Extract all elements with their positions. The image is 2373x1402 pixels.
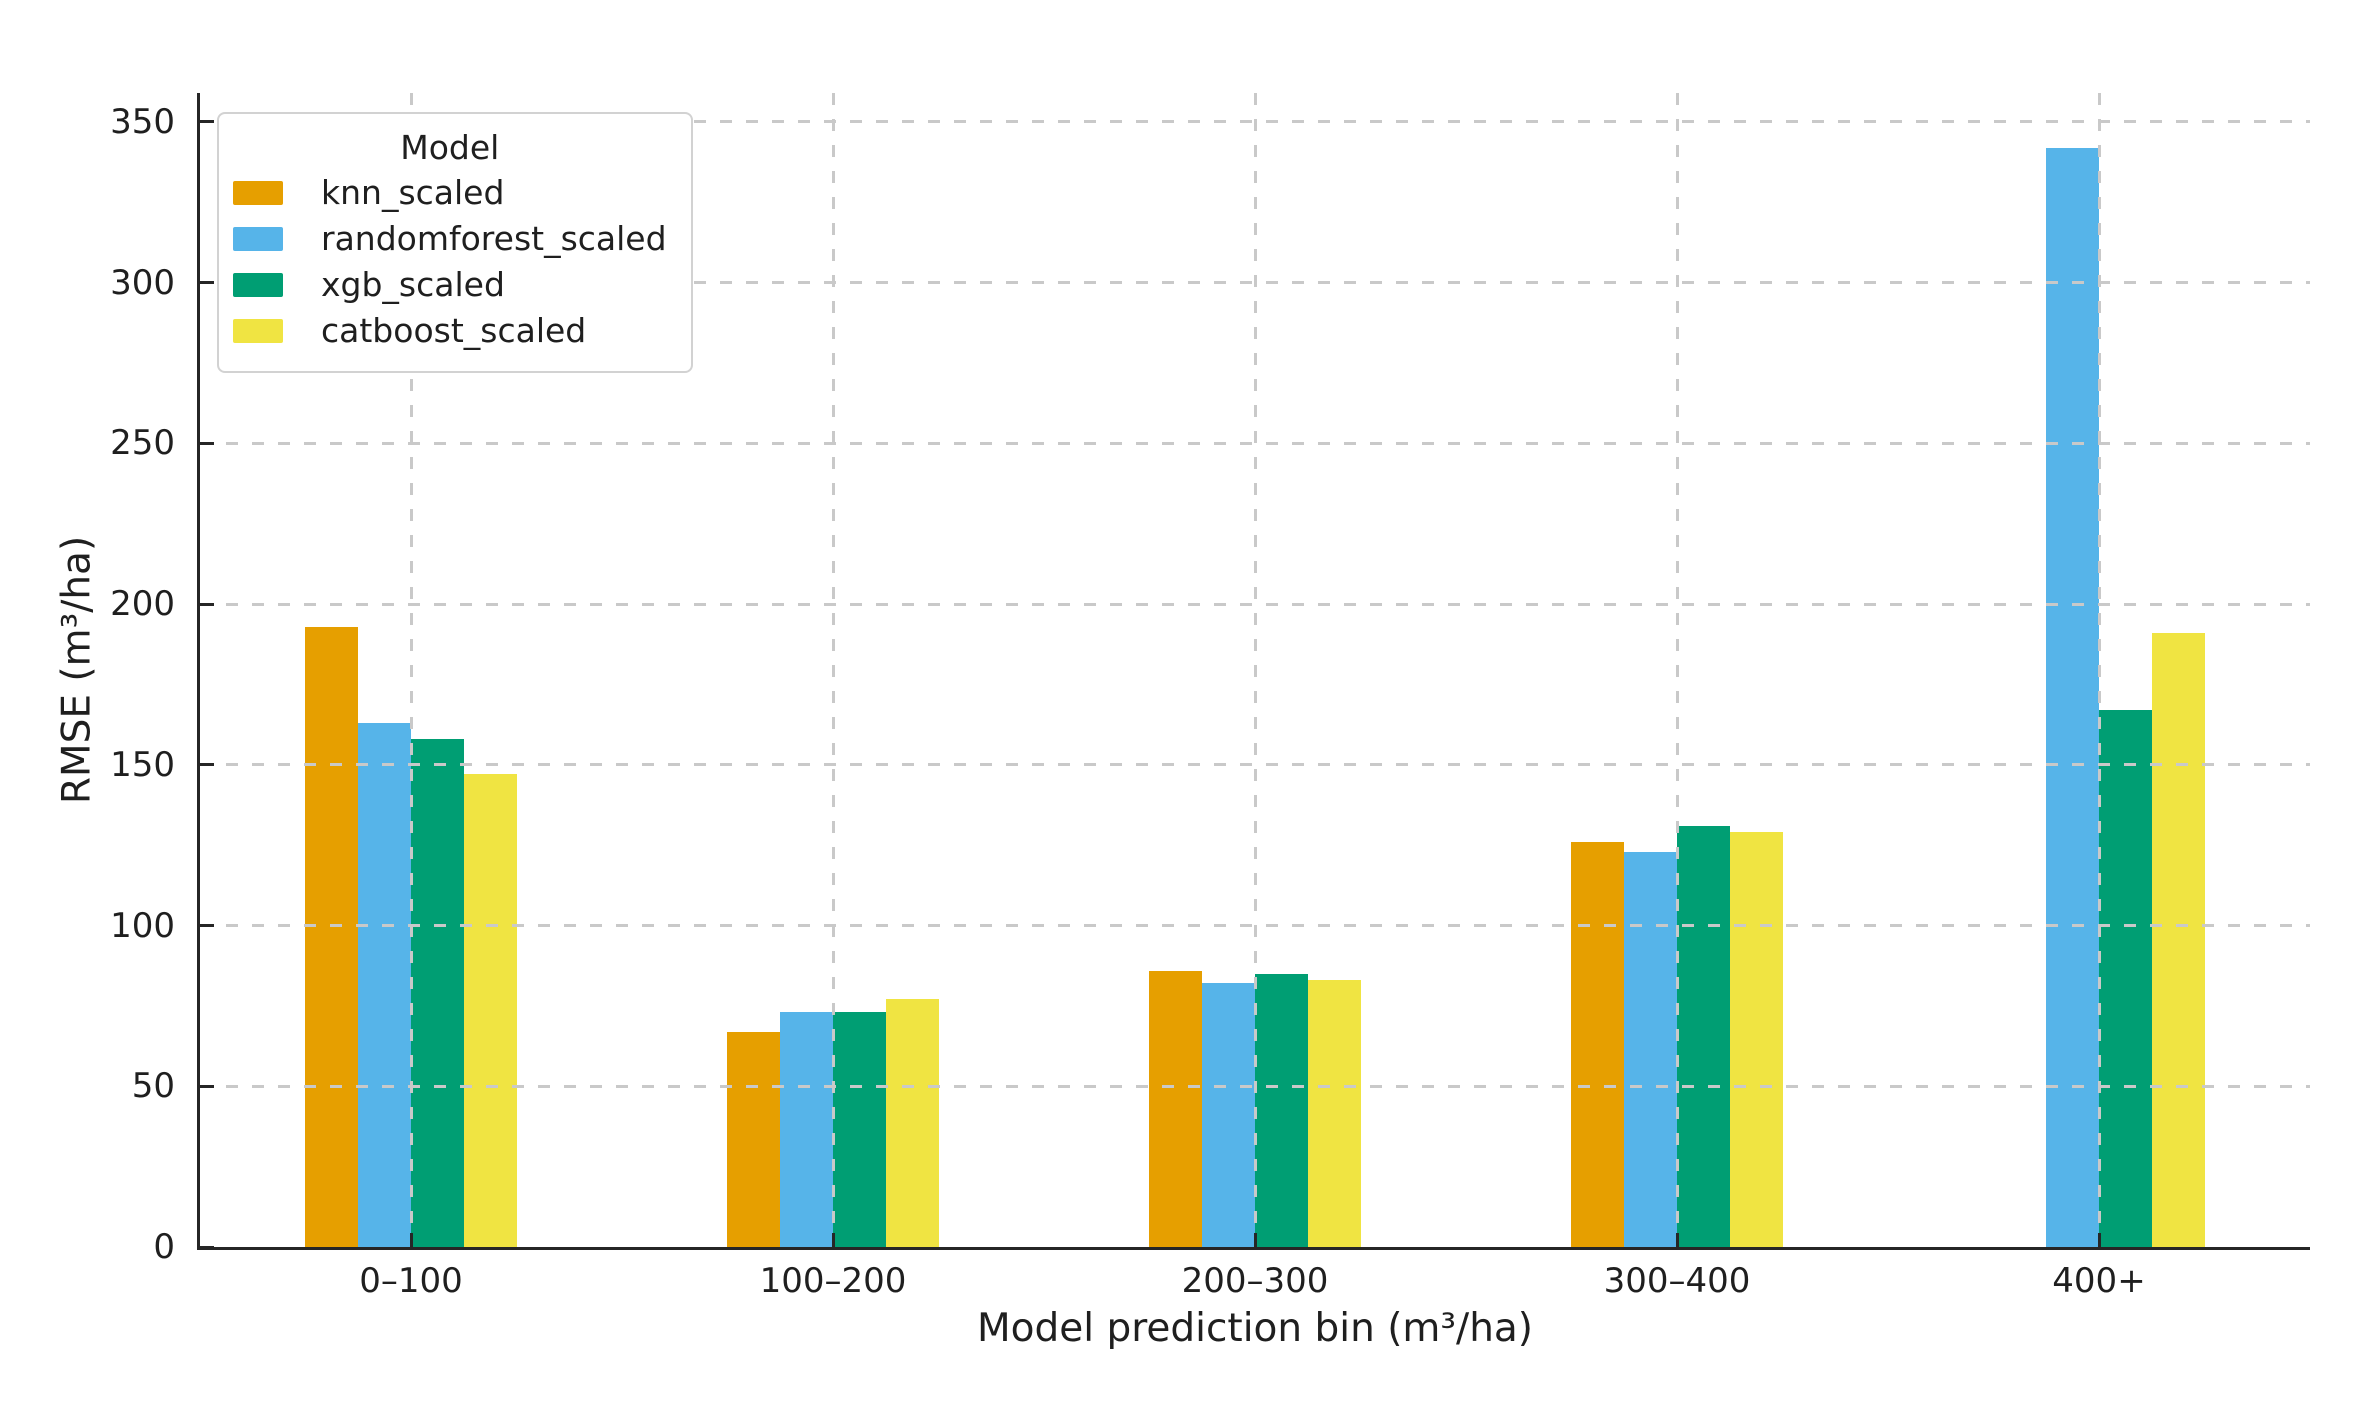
y-tick-label: 0 [153, 1227, 175, 1267]
bar-catboost_scaled-100–200 [886, 999, 939, 1247]
bar-catboost_scaled-400+ [2152, 633, 2205, 1247]
y-tick-mark [200, 602, 214, 606]
vertical-gridline [831, 93, 835, 1247]
x-axis-spine [197, 1247, 2310, 1250]
legend: Model knn_scaled randomforest_scaled xgb_s… [217, 112, 693, 373]
bar-randomforest_scaled-400+ [2046, 147, 2099, 1247]
legend-item: randomforest_scaled [233, 219, 667, 259]
vertical-gridline [1253, 93, 1257, 1247]
bar-knn_scaled-300–400 [1571, 841, 1624, 1247]
x-tick-label: 0–100 [359, 1261, 463, 1301]
x-tick-label: 100–200 [759, 1261, 907, 1301]
y-tick-label: 200 [110, 584, 175, 625]
y-tick-mark [200, 281, 214, 285]
vertical-gridline [1675, 93, 1679, 1247]
y-tick-label: 100 [110, 905, 175, 946]
bar-knn_scaled-200–300 [1149, 970, 1202, 1247]
bar-xgb_scaled-200–300 [1255, 973, 1308, 1247]
bar-catboost_scaled-0–100 [464, 774, 517, 1247]
bar-xgb_scaled-300–400 [1677, 825, 1730, 1247]
x-tick-label: 300–400 [1603, 1261, 1751, 1301]
x-tick-mark [1253, 1233, 1257, 1247]
vertical-gridline [409, 93, 413, 1247]
x-tick-mark [1675, 1233, 1679, 1247]
x-axis-label: Model prediction bin (m³/ha) [976, 1306, 1534, 1351]
gridlines-layer [200, 93, 2310, 1247]
y-tick-mark [200, 120, 214, 124]
bar-catboost_scaled-200–300 [1308, 980, 1361, 1247]
y-axis-spine [197, 93, 200, 1250]
bar-xgb_scaled-100–200 [833, 1012, 886, 1247]
y-tick-label: 50 [131, 1066, 175, 1107]
y-tick-mark [200, 1245, 214, 1249]
x-tick-label: 200–300 [1181, 1261, 1329, 1301]
legend-item-label: knn_scaled [321, 173, 505, 212]
legend-swatch-catboost_scaled [233, 319, 283, 343]
y-tick-label: 350 [110, 101, 175, 142]
x-tick-mark [409, 1233, 413, 1247]
legend-item: xgb_scaled [233, 265, 667, 305]
bar-xgb_scaled-400+ [2099, 710, 2152, 1247]
bars-layer [200, 93, 2310, 1247]
x-tick-mark [2097, 1233, 2101, 1247]
legend-item-label: xgb_scaled [321, 265, 505, 304]
x-tick-mark [831, 1233, 835, 1247]
bar-knn_scaled-0–100 [305, 626, 358, 1247]
legend-item: knn_scaled [233, 173, 667, 213]
y-tick-mark [200, 441, 214, 445]
legend-swatch-knn_scaled [233, 181, 283, 205]
bar-randomforest_scaled-100–200 [780, 1012, 833, 1247]
legend-swatch-xgb_scaled [233, 273, 283, 297]
y-tick-mark [200, 1084, 214, 1088]
plot-area: 0 50 100 150 200 250 300 350 0–100 100–200 200–300… [110, 93, 2310, 1301]
y-tick-mark [200, 924, 214, 928]
bar-randomforest_scaled-200–300 [1202, 983, 1255, 1247]
y-tick-label: 250 [110, 423, 175, 464]
y-tick-mark [200, 763, 214, 767]
legend-title: Model [400, 128, 500, 167]
legend-swatch-randomforest_scaled [233, 227, 283, 251]
x-tick-label: 400+ [2052, 1261, 2146, 1301]
bar-knn_scaled-100–200 [727, 1031, 780, 1247]
legend-item-label: randomforest_scaled [321, 219, 667, 258]
bar-catboost_scaled-300–400 [1730, 832, 1783, 1247]
bar-randomforest_scaled-0–100 [358, 723, 411, 1247]
y-tick-label: 150 [110, 744, 175, 785]
bar-randomforest_scaled-300–400 [1624, 851, 1677, 1247]
y-tick-label: 300 [110, 262, 175, 303]
bar-xgb_scaled-0–100 [411, 739, 464, 1247]
ticks-layer: 0 50 100 150 200 250 300 350 0–100 100–200 200–300… [110, 93, 2310, 1301]
legend-item: catboost_scaled [233, 311, 667, 351]
vertical-gridline [2097, 93, 2101, 1247]
legend-item-label: catboost_scaled [321, 311, 587, 350]
